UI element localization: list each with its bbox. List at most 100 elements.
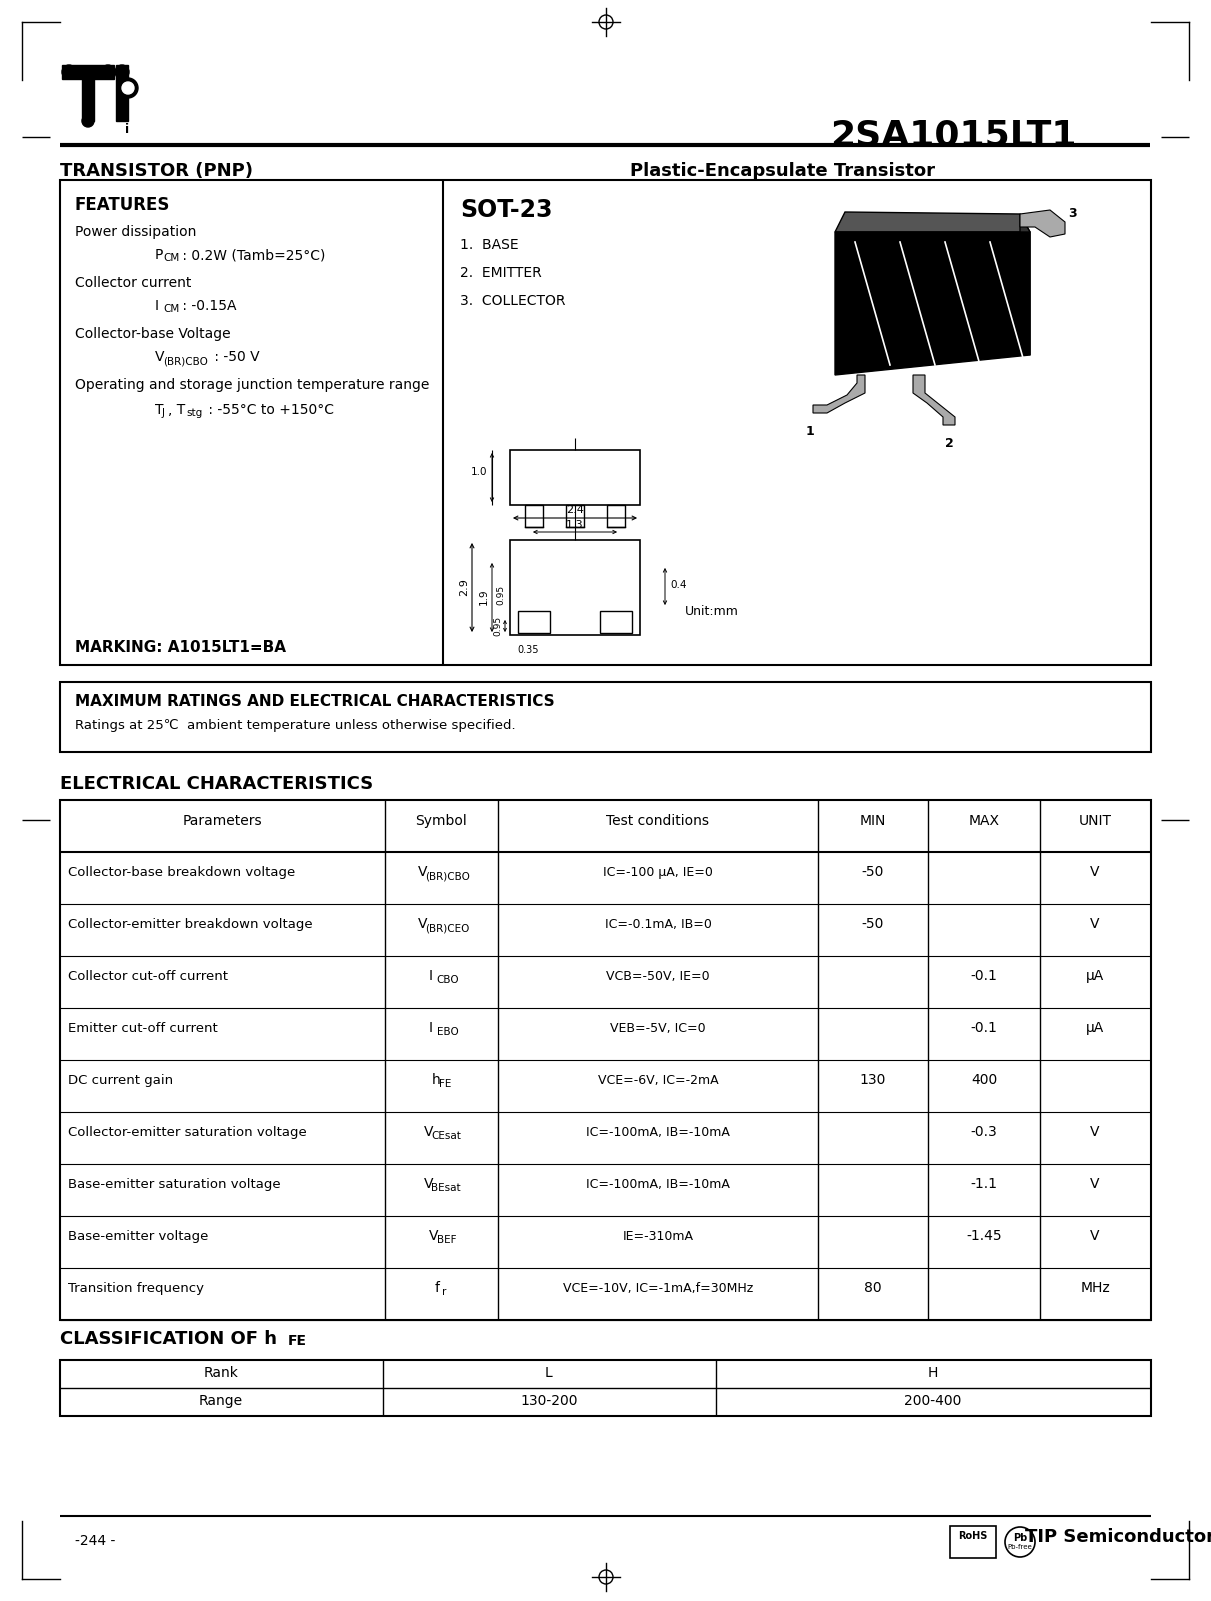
Text: CBO: CBO [436,975,459,985]
Polygon shape [813,375,865,413]
Text: Symbol: Symbol [415,813,467,828]
Text: (BR)CEO: (BR)CEO [425,924,470,933]
Text: V: V [1090,1126,1100,1138]
Text: μA: μA [1086,969,1104,983]
Text: -50: -50 [862,917,884,932]
Text: V: V [424,1177,434,1191]
Text: Plastic-Encapsulate Transistor: Plastic-Encapsulate Transistor [630,162,935,179]
Text: 0.4: 0.4 [670,580,687,591]
Text: CM: CM [163,253,179,263]
Text: Pb: Pb [1012,1534,1027,1543]
Bar [510,540,639,636]
Text: DC current gain: DC current gain [68,1074,173,1087]
Text: IC=-0.1mA, IB=0: IC=-0.1mA, IB=0 [604,917,711,930]
Text: UNIT: UNIT [1079,813,1112,828]
Text: IC=-100mA, IB=-10mA: IC=-100mA, IB=-10mA [586,1126,730,1138]
Circle shape [122,82,134,94]
Text: MIN: MIN [860,813,886,828]
Text: V: V [1090,917,1100,932]
Text: Test conditions: Test conditions [607,813,710,828]
Text: SOT-23: SOT-23 [460,199,552,223]
Text: , T: , T [168,403,185,416]
Text: V: V [1090,865,1100,879]
Text: H: H [928,1366,939,1380]
Bar [61,1359,1150,1415]
Text: P: P [155,248,163,263]
Text: 1.9: 1.9 [480,589,489,605]
Text: Ratings at 25℃  ambient temperature unless otherwise specified.: Ratings at 25℃ ambient temperature unles… [75,719,516,732]
Text: MARKING: A1015LT1=BA: MARKING: A1015LT1=BA [75,640,286,655]
Text: 1: 1 [805,424,814,439]
Text: V: V [424,1126,434,1138]
Text: CLASSIFICATION OF h: CLASSIFICATION OF h [61,1330,277,1348]
Text: IC=-100 μA, IE=0: IC=-100 μA, IE=0 [603,866,713,879]
Text: I: I [429,969,434,983]
Text: TIP Semiconductor: TIP Semiconductor [1025,1527,1211,1547]
Text: : -55°C to +150°C: : -55°C to +150°C [203,403,334,416]
Text: : -50 V: : -50 V [210,351,259,363]
Text: IC=-100mA, IB=-10mA: IC=-100mA, IB=-10mA [586,1177,730,1191]
Text: CM: CM [163,304,179,314]
Text: 2.9: 2.9 [459,578,469,596]
Text: -1.1: -1.1 [970,1177,998,1191]
Text: V: V [418,917,427,932]
Text: BEsat: BEsat [431,1183,460,1193]
Text: TRANSISTOR (PNP): TRANSISTOR (PNP) [61,162,253,179]
Text: VCB=-50V, IE=0: VCB=-50V, IE=0 [607,970,710,983]
Text: FEATURES: FEATURES [75,195,171,215]
Text: : -0.15A: : -0.15A [178,299,236,314]
Text: VCE=-10V, IC=-1mA,f=30MHz: VCE=-10V, IC=-1mA,f=30MHz [563,1281,753,1295]
Text: Collector-base Voltage: Collector-base Voltage [75,327,230,341]
Text: 0.95: 0.95 [493,616,503,636]
Circle shape [82,115,94,126]
Text: Collector-base breakdown voltage: Collector-base breakdown voltage [68,866,295,879]
Text: 3: 3 [1068,207,1077,219]
Polygon shape [1020,210,1064,237]
Text: 2.  EMITTER: 2. EMITTER [460,266,541,280]
Text: IE=-310mA: IE=-310mA [622,1230,694,1242]
Text: 0.95: 0.95 [497,584,505,605]
Text: f: f [435,1281,440,1295]
Bar [566,504,584,527]
Text: μA: μA [1086,1021,1104,1034]
Text: -0.3: -0.3 [971,1126,998,1138]
Bar [126,82,130,94]
Bar [116,66,128,122]
Text: T: T [155,403,163,416]
Text: 1.3: 1.3 [567,520,584,530]
Bar [61,682,1150,752]
Text: 2: 2 [945,437,953,450]
Text: MHz: MHz [1080,1281,1109,1295]
Text: 3.  COLLECTOR: 3. COLLECTOR [460,295,566,307]
Text: -244 -: -244 - [75,1534,115,1548]
Text: V: V [429,1230,438,1242]
Text: Collector-emitter breakdown voltage: Collector-emitter breakdown voltage [68,917,312,930]
Bar [526,504,543,527]
Bar [599,612,632,632]
Bar [518,612,550,632]
Text: -50: -50 [862,865,884,879]
Text: MAXIMUM RATINGS AND ELECTRICAL CHARACTERISTICS: MAXIMUM RATINGS AND ELECTRICAL CHARACTER… [75,693,555,709]
Text: 1.  BASE: 1. BASE [460,239,518,251]
Text: I: I [155,299,159,314]
Text: MAX: MAX [969,813,999,828]
Polygon shape [836,232,1031,375]
Text: r: r [442,1287,447,1297]
Text: V: V [155,351,165,363]
Text: Range: Range [199,1394,243,1407]
Text: I: I [429,1021,434,1034]
Text: 400: 400 [971,1073,997,1087]
Text: L: L [545,1366,553,1380]
Text: Base-emitter voltage: Base-emitter voltage [68,1230,208,1242]
Text: -1.45: -1.45 [966,1230,1001,1242]
Text: CEsat: CEsat [431,1130,461,1142]
Polygon shape [913,375,955,424]
Text: EBO: EBO [436,1026,458,1037]
Bar [82,78,94,122]
Text: Operating and storage junction temperature range: Operating and storage junction temperatu… [75,378,430,392]
Bar [62,66,114,78]
Text: 200-400: 200-400 [905,1394,962,1407]
Text: (BR)CBO: (BR)CBO [425,871,470,881]
Bar [510,450,639,504]
Text: FE: FE [440,1079,452,1089]
